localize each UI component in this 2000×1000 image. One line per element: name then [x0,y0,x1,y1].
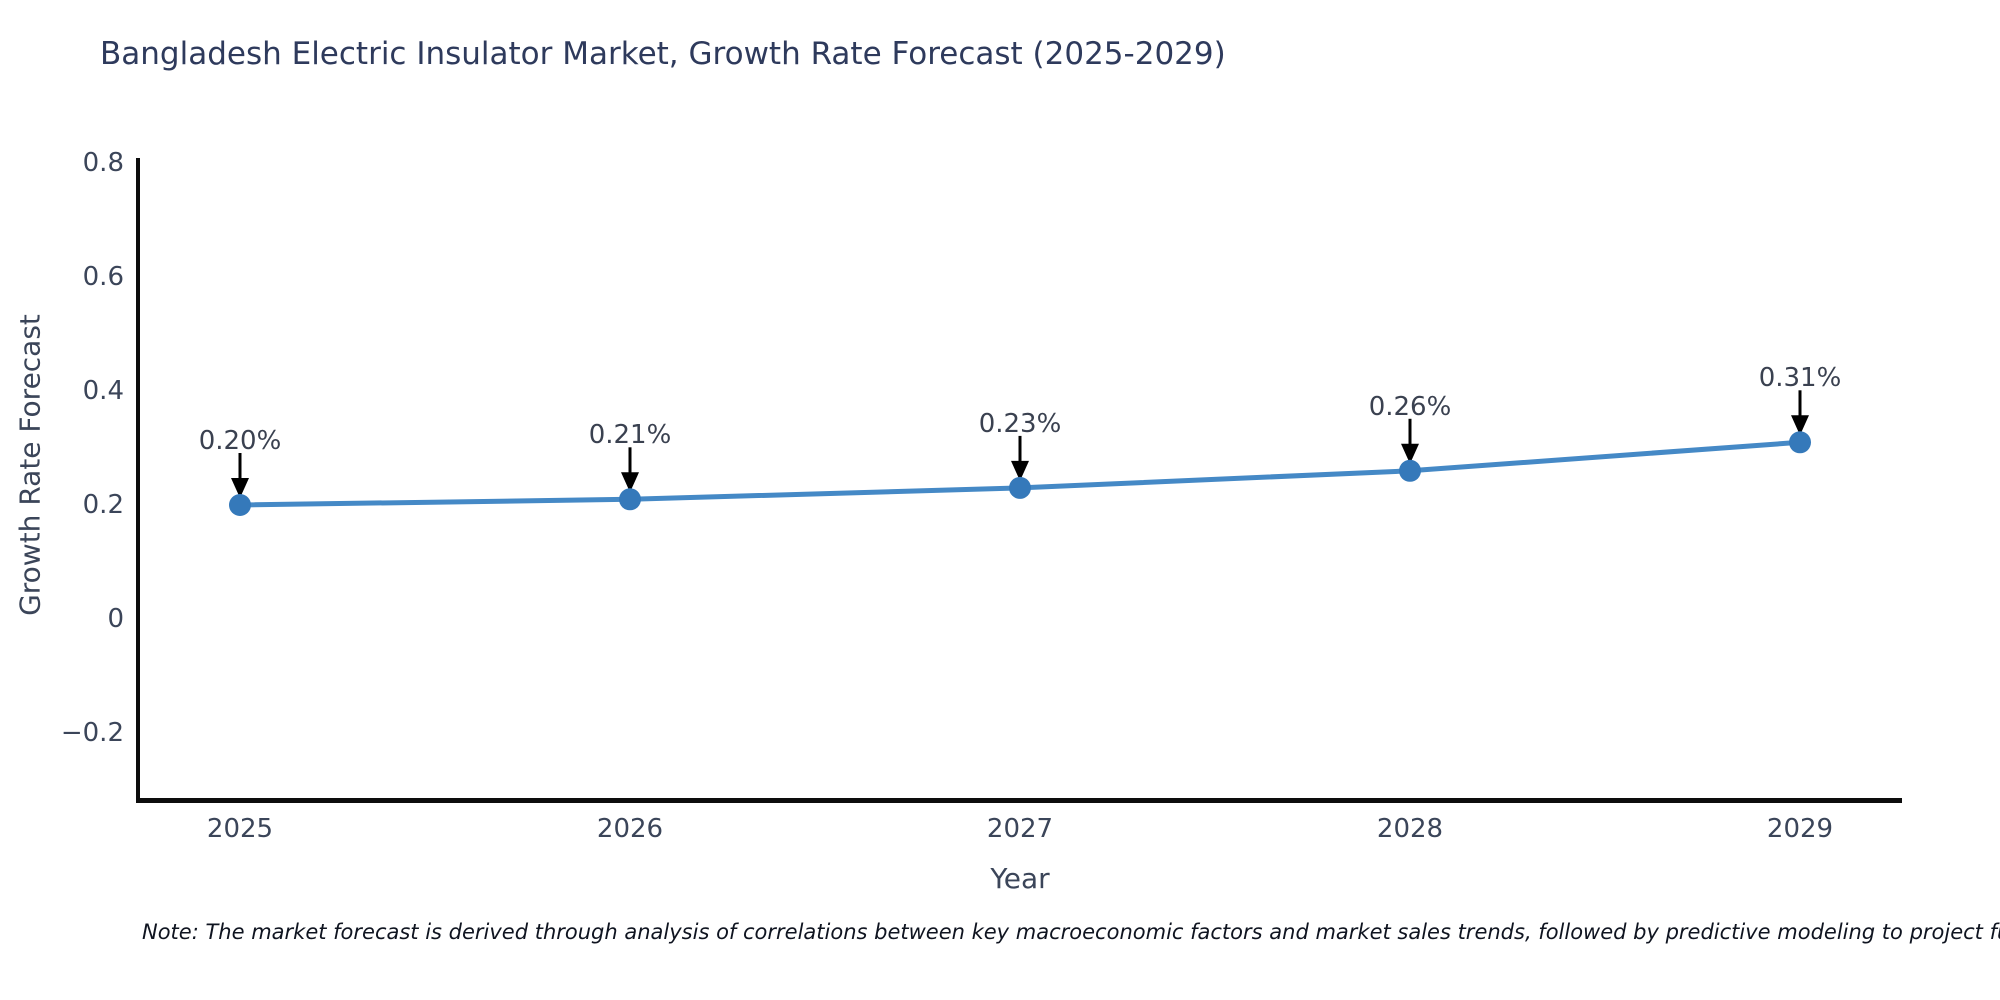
annotation-arrow-head [1011,460,1029,481]
x-tick-label: 2029 [1766,814,1834,844]
annotation-arrow-head [1401,443,1419,464]
data-point-label: 0.20% [198,426,282,456]
annotation-arrow-head [231,478,249,498]
annotation-arrow-head [1791,415,1809,436]
x-axis-title: Year [990,862,1050,895]
y-tick-label: −0.2 [60,718,124,748]
data-point-marker [1399,459,1421,482]
y-tick-label: 0.4 [82,376,124,406]
y-tick-label: 0.8 [82,148,124,178]
data-point-label: 0.26% [1368,391,1452,422]
data-point-label: 0.31% [1758,363,1842,394]
x-tick-label: 2025 [206,814,274,844]
data-point-marker [229,494,251,516]
data-point-label: 0.21% [588,420,672,451]
data-point-marker [1009,476,1031,499]
data-point-marker [1789,431,1811,454]
footnote: Note: The market forecast is derived thr… [142,920,2000,944]
y-tick-label: 0 [107,604,124,634]
x-tick-label: 2026 [596,814,664,844]
x-tick-label: 2028 [1376,814,1444,844]
y-tick-label: 0.6 [82,262,124,292]
data-point-label: 0.23% [978,408,1062,439]
x-axis-spine [136,798,1902,803]
annotation-arrow-head [621,472,639,493]
chart-title: Bangladesh Electric Insulator Market, Gr… [100,36,1226,72]
x-tick-label: 2027 [986,814,1054,844]
y-axis-spine [136,158,140,802]
data-point-marker [619,488,641,511]
y-tick-label: 0.2 [82,490,124,520]
